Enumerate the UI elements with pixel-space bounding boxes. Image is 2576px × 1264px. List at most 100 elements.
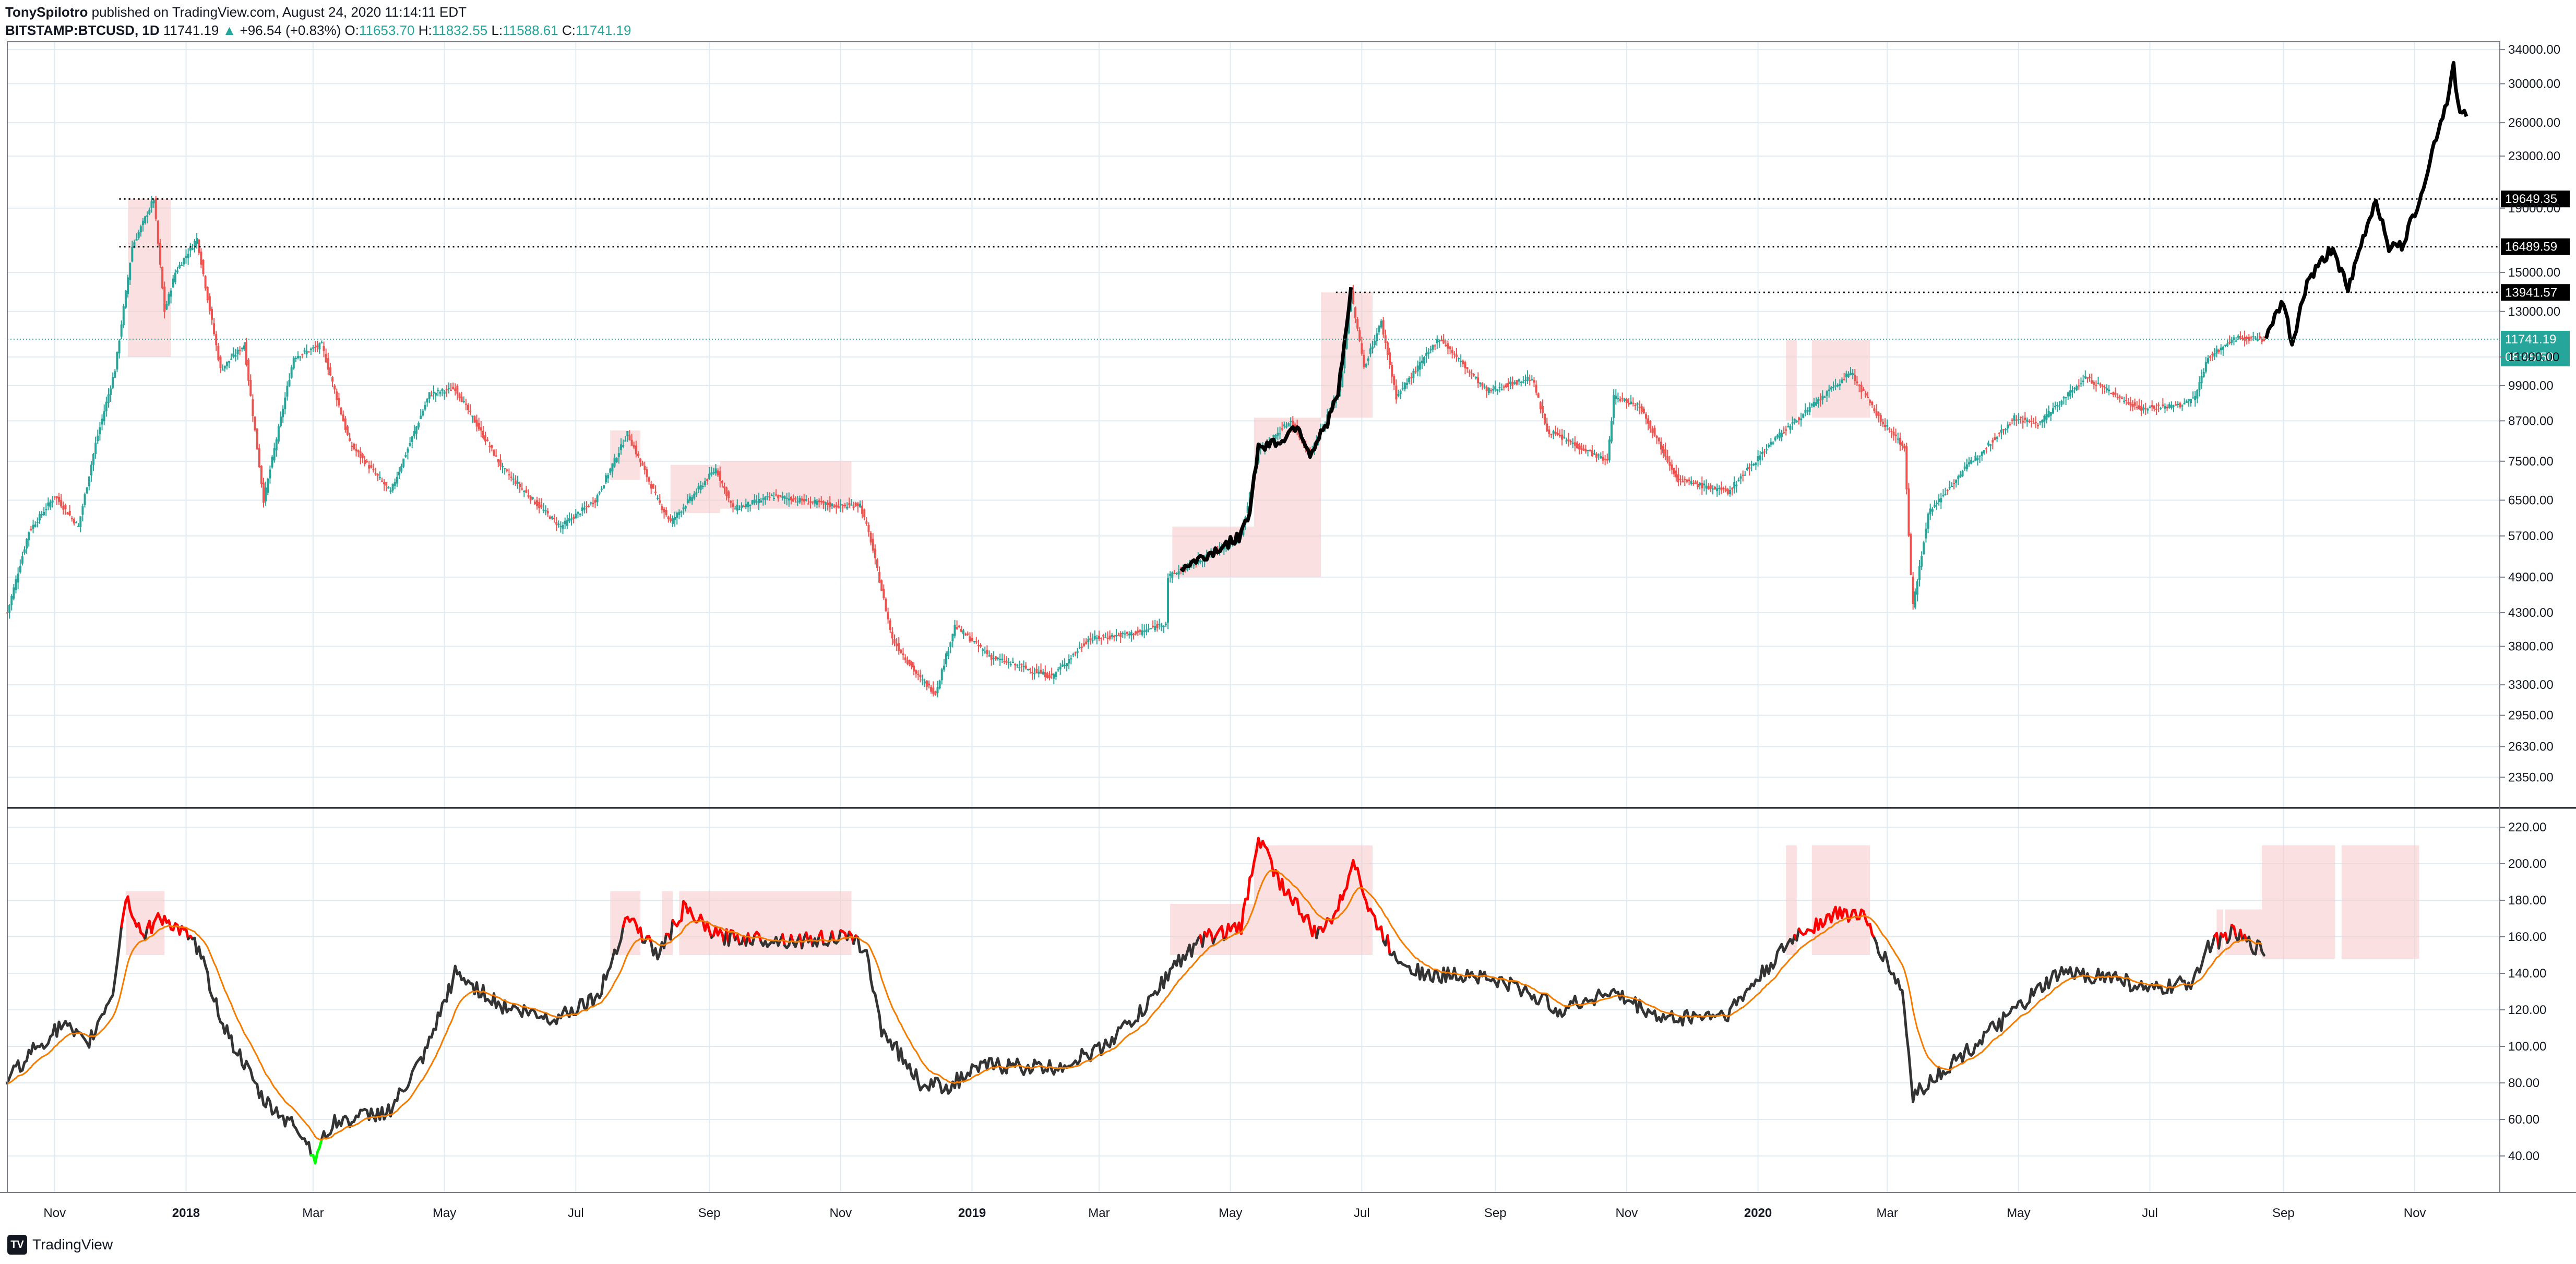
candle-body — [422, 411, 424, 416]
candle-body — [512, 478, 515, 480]
candle-body — [329, 367, 331, 376]
publisher-name[interactable]: TonySpilotro — [5, 4, 88, 20]
candle-body — [2002, 429, 2005, 431]
candle-body — [2138, 405, 2140, 410]
candle-body — [249, 379, 252, 396]
candle-body — [1867, 397, 1869, 398]
candle-body — [2043, 415, 2046, 422]
candle-body — [1083, 643, 1086, 646]
candle-body — [2166, 407, 2168, 409]
candle-body — [101, 419, 103, 425]
candle-body — [387, 486, 390, 489]
candle-body — [1591, 450, 1593, 457]
candle-body — [2202, 372, 2205, 377]
osc-y-tick-label: 140.00 — [2508, 967, 2546, 981]
osc-segment — [17, 1059, 22, 1073]
candle-body — [1744, 474, 1746, 476]
candle-body — [1425, 353, 1428, 356]
candle-body — [1498, 387, 1501, 388]
candle-body — [355, 449, 357, 451]
osc-segment — [1532, 994, 1538, 1005]
x-tick-label: Mar — [1876, 1206, 1898, 1220]
candle-body — [187, 254, 189, 258]
candle-body — [273, 448, 276, 461]
candle-body — [234, 355, 237, 357]
candle-body — [938, 681, 941, 689]
candle-body — [17, 574, 19, 583]
candle-body — [430, 395, 433, 397]
x-tick-label: 2018 — [172, 1206, 200, 1220]
candle-body — [661, 506, 663, 510]
candle-body — [667, 516, 670, 520]
candle-body — [1901, 442, 1904, 446]
candle-body — [2168, 404, 2170, 408]
osc-segment — [876, 1004, 881, 1017]
candle-body — [2060, 400, 2063, 405]
candle-body — [529, 496, 532, 500]
candle-body — [1802, 413, 1805, 418]
candle-body — [81, 506, 84, 515]
candle-body — [1080, 646, 1083, 648]
candle-body — [2013, 415, 2016, 421]
candle-body — [2123, 400, 2126, 402]
candle-body — [366, 461, 368, 462]
osc-segment — [475, 981, 481, 999]
candle-body — [1126, 631, 1128, 634]
candle-body — [415, 426, 418, 434]
candle-body — [766, 496, 769, 497]
candle-body — [228, 361, 230, 363]
tradingview-logo-icon[interactable]: TV — [7, 1235, 27, 1255]
candle-body — [1128, 634, 1130, 636]
candle-body — [728, 491, 730, 498]
candle-body — [686, 499, 689, 504]
candle-body — [2213, 353, 2216, 357]
candle-body — [992, 658, 995, 659]
candle-body — [1147, 628, 1150, 630]
candle-body — [1944, 494, 1947, 495]
candle-body — [1087, 639, 1090, 642]
osc-segment — [1901, 989, 1906, 1012]
candle-body — [154, 198, 157, 219]
y-tick-label: 3300.00 — [2508, 678, 2554, 692]
candle-body — [1714, 487, 1716, 490]
candle-body — [271, 457, 273, 468]
candle-body — [2261, 339, 2263, 342]
candle-body — [1068, 659, 1070, 664]
candle-body — [1651, 428, 1654, 433]
candle-body — [204, 276, 207, 289]
candle-body — [1785, 429, 1787, 431]
candle-body — [2114, 392, 2117, 395]
candle-body — [514, 480, 517, 484]
y-tick-label: 26000.00 — [2508, 116, 2560, 130]
candle-body — [1582, 448, 1585, 451]
osc-segment — [1432, 969, 1437, 983]
candle-body — [1834, 385, 1837, 387]
candle-body — [831, 504, 833, 506]
footer-brand[interactable]: TradingView — [32, 1236, 113, 1253]
candle-body — [2112, 392, 2115, 396]
candle-body — [2153, 405, 2155, 409]
candle-body — [1561, 434, 1564, 440]
osc-segment — [867, 959, 873, 981]
candle-body — [2078, 385, 2080, 387]
candle-body — [1277, 433, 1279, 436]
candle-body — [131, 246, 134, 262]
candle-body — [1334, 400, 1337, 403]
candle-body — [1595, 454, 1598, 458]
osc-y-tick-label: 200.00 — [2508, 857, 2546, 871]
candle-body — [1173, 573, 1176, 575]
candle-body — [1507, 383, 1509, 387]
candle-body — [2009, 424, 2011, 425]
candle-body — [932, 687, 935, 694]
candle-body — [1152, 626, 1154, 627]
candle-body — [801, 498, 803, 501]
osc-y-tick-label: 100.00 — [2508, 1040, 2546, 1054]
candle-body — [1292, 420, 1294, 427]
candle-body — [516, 482, 519, 484]
candle-body — [1780, 433, 1783, 437]
candle-body — [1707, 486, 1710, 490]
candle-body — [1694, 481, 1697, 484]
candle-body — [846, 507, 849, 509]
symbol-label[interactable]: BITSTAMP:BTCUSD, 1D — [5, 22, 160, 38]
